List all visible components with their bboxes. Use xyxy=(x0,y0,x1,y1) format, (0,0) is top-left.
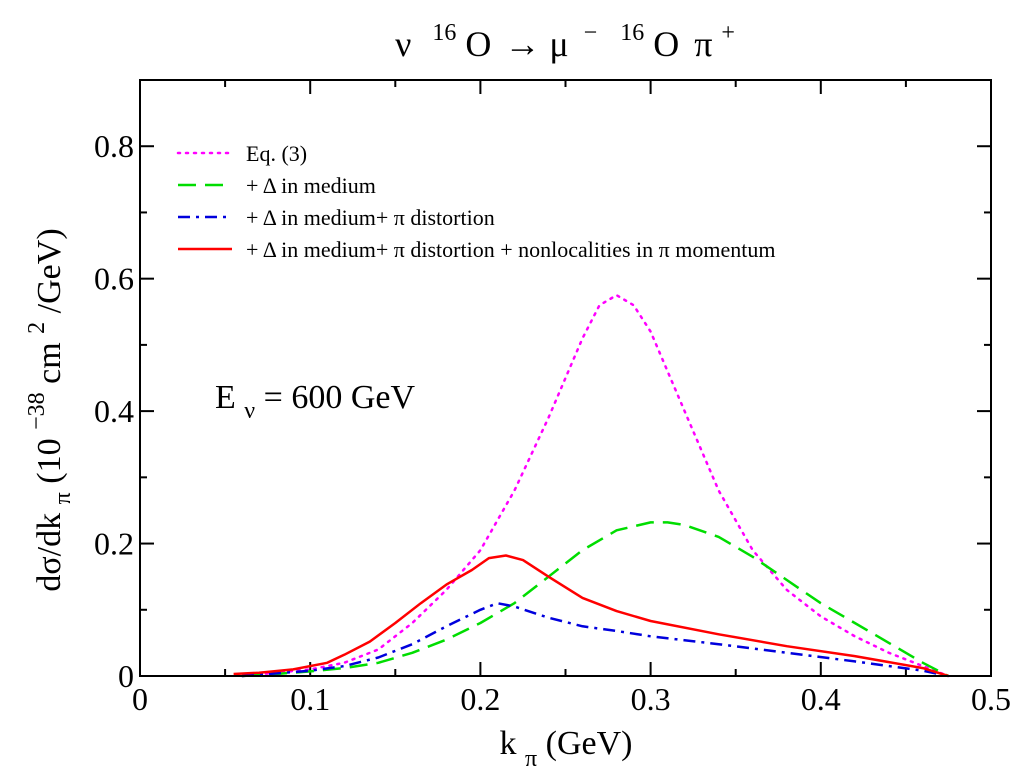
ylabel-exp1: −38 xyxy=(24,392,50,430)
y-tick-label-1: 0.2 xyxy=(94,526,134,562)
y-tick-label-0: 0 xyxy=(118,658,134,694)
series-line-1 xyxy=(242,521,949,678)
title-lepton: μ xyxy=(549,24,568,64)
x-tick-label-5: 0.5 xyxy=(971,681,1011,717)
ylabel-part1: dσ/dk xyxy=(31,513,68,592)
y-tick-label-2: 0.4 xyxy=(94,393,134,429)
ylabel-part2: (10 xyxy=(31,438,68,483)
annotation-main: E xyxy=(215,379,236,416)
series-line-3 xyxy=(233,554,949,678)
y-tick-label-3: 0.6 xyxy=(94,261,134,297)
y-tick-label-4: 0.8 xyxy=(94,128,134,164)
title-target: O xyxy=(465,24,491,64)
ylabel-part3: cm xyxy=(31,342,68,384)
x-tick-label-3: 0.3 xyxy=(631,681,671,717)
title-final-mass: 16 xyxy=(620,20,644,46)
chart-title: ν 16 O → μ − 16 O π + xyxy=(395,8,735,64)
series-line-2 xyxy=(242,601,949,678)
x-tick-label-4: 0.4 xyxy=(801,681,841,717)
energy-annotation: E ν = 600 GeV xyxy=(215,379,415,426)
x-axis-label: k π (GeV) xyxy=(500,725,633,774)
xlabel-unit: (GeV) xyxy=(546,725,633,762)
title-final: O xyxy=(653,24,679,64)
legend-label-0: Eq. (3) xyxy=(246,141,307,166)
ylabel-sub: π xyxy=(50,492,76,504)
title-pion-charge: + xyxy=(721,20,735,46)
title-nu: ν xyxy=(395,24,411,64)
series-line-0 xyxy=(240,293,950,678)
title-arrow: → xyxy=(504,24,540,64)
legend-label-1: + Δ in medium xyxy=(246,173,376,198)
title-target-mass: 16 xyxy=(432,20,456,46)
x-tick-label-1: 0.1 xyxy=(290,681,330,717)
x-tick-label-0: 0 xyxy=(132,681,148,717)
xlabel-main: k xyxy=(500,725,517,762)
plot-frame xyxy=(139,79,992,677)
title-pion: π xyxy=(694,24,712,64)
annotation-sub: ν xyxy=(244,398,255,424)
legend-label-3: + Δ in medium+ π distortion + nonlocalit… xyxy=(246,237,775,262)
legend-label-2: + Δ in medium+ π distortion xyxy=(246,205,495,230)
xlabel-sub: π xyxy=(525,746,537,772)
ylabel-exp2: 2 xyxy=(24,322,50,334)
legend: Eq. (3) + Δ in medium + Δ in medium+ π dis… xyxy=(176,141,775,262)
ylabel-part4: /GeV) xyxy=(31,228,68,313)
y-axis-label: dσ/dk π (10 −38 cm 2 /GeV) xyxy=(15,228,78,591)
title-lepton-charge: − xyxy=(584,20,598,46)
x-tick-label-2: 0.2 xyxy=(460,681,500,717)
annotation-rest: = 600 GeV xyxy=(264,379,416,416)
